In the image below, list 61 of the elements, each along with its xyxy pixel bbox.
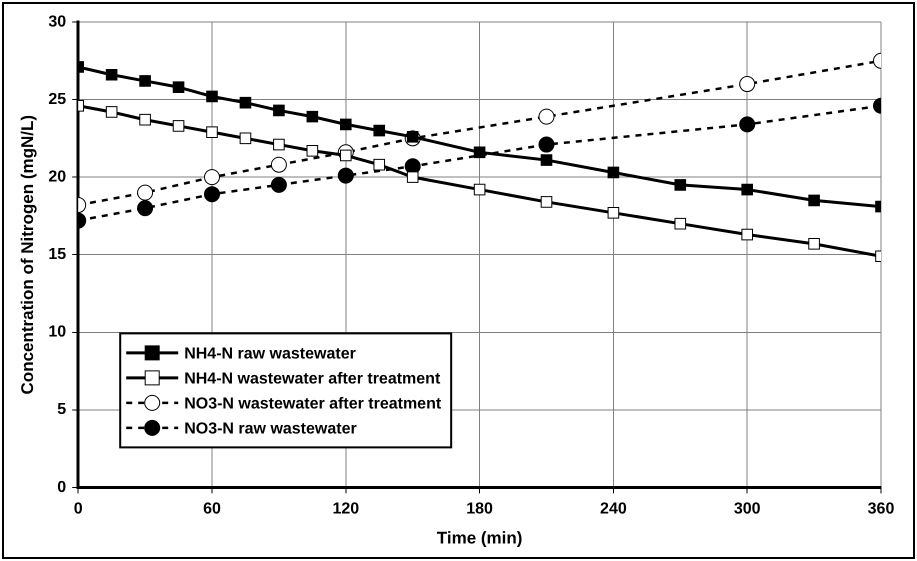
legend-label: NH4-N wastewater after treatment [184,370,441,388]
point [474,146,486,158]
x-tick-label: 60 [203,500,221,518]
y-tick-label: 20 [48,168,66,186]
point [240,132,252,144]
point [270,156,287,173]
point [172,81,184,93]
point [137,184,154,201]
x-tick-label: 120 [332,500,360,518]
point [139,114,151,126]
y-tick-label: 30 [48,13,66,30]
point [340,118,352,130]
point [270,176,287,193]
point [608,207,620,219]
y-axis-title: Concentration of Nitrogen (mgN/L) [18,114,37,394]
point [306,110,318,122]
point [306,144,318,157]
point [741,184,754,196]
point [538,108,554,125]
point [741,228,754,240]
y-tick-label: 25 [48,90,66,108]
legend-label: NO3-N raw wastewater [184,420,357,438]
point [273,104,285,116]
y-tick-label: 5 [57,401,66,418]
point [137,200,154,216]
point [204,169,220,186]
point [373,158,386,171]
legend-label: NO3-N wastewater after treatment [184,395,442,412]
point [172,120,184,132]
point [206,90,218,102]
y-tick-label: 0 [57,478,66,496]
point [338,168,354,184]
point [474,184,486,196]
y-tick-label: 15 [48,246,66,264]
point [608,166,620,178]
y-tick-label: 10 [48,324,66,341]
point [206,126,218,138]
point [808,194,820,206]
point [204,186,220,202]
x-tick-label: 360 [868,500,894,518]
point [808,238,820,250]
point [538,136,554,153]
point [373,124,386,136]
x-tick-label: 0 [74,500,83,518]
point [106,68,118,81]
point [674,179,686,191]
point [540,154,552,166]
point [240,96,252,108]
point [540,196,552,208]
point [139,75,151,87]
x-axis-title: Time (min) [436,528,522,548]
point [739,76,756,92]
point [106,106,118,118]
x-tick-label: 180 [466,500,494,518]
x-tick-label: 300 [734,500,761,518]
x-tick-label: 240 [600,500,627,518]
point [739,116,756,132]
legend-label: NH4-N raw wastewater [184,345,356,362]
point [273,138,285,150]
point [674,218,686,230]
point [406,171,418,183]
